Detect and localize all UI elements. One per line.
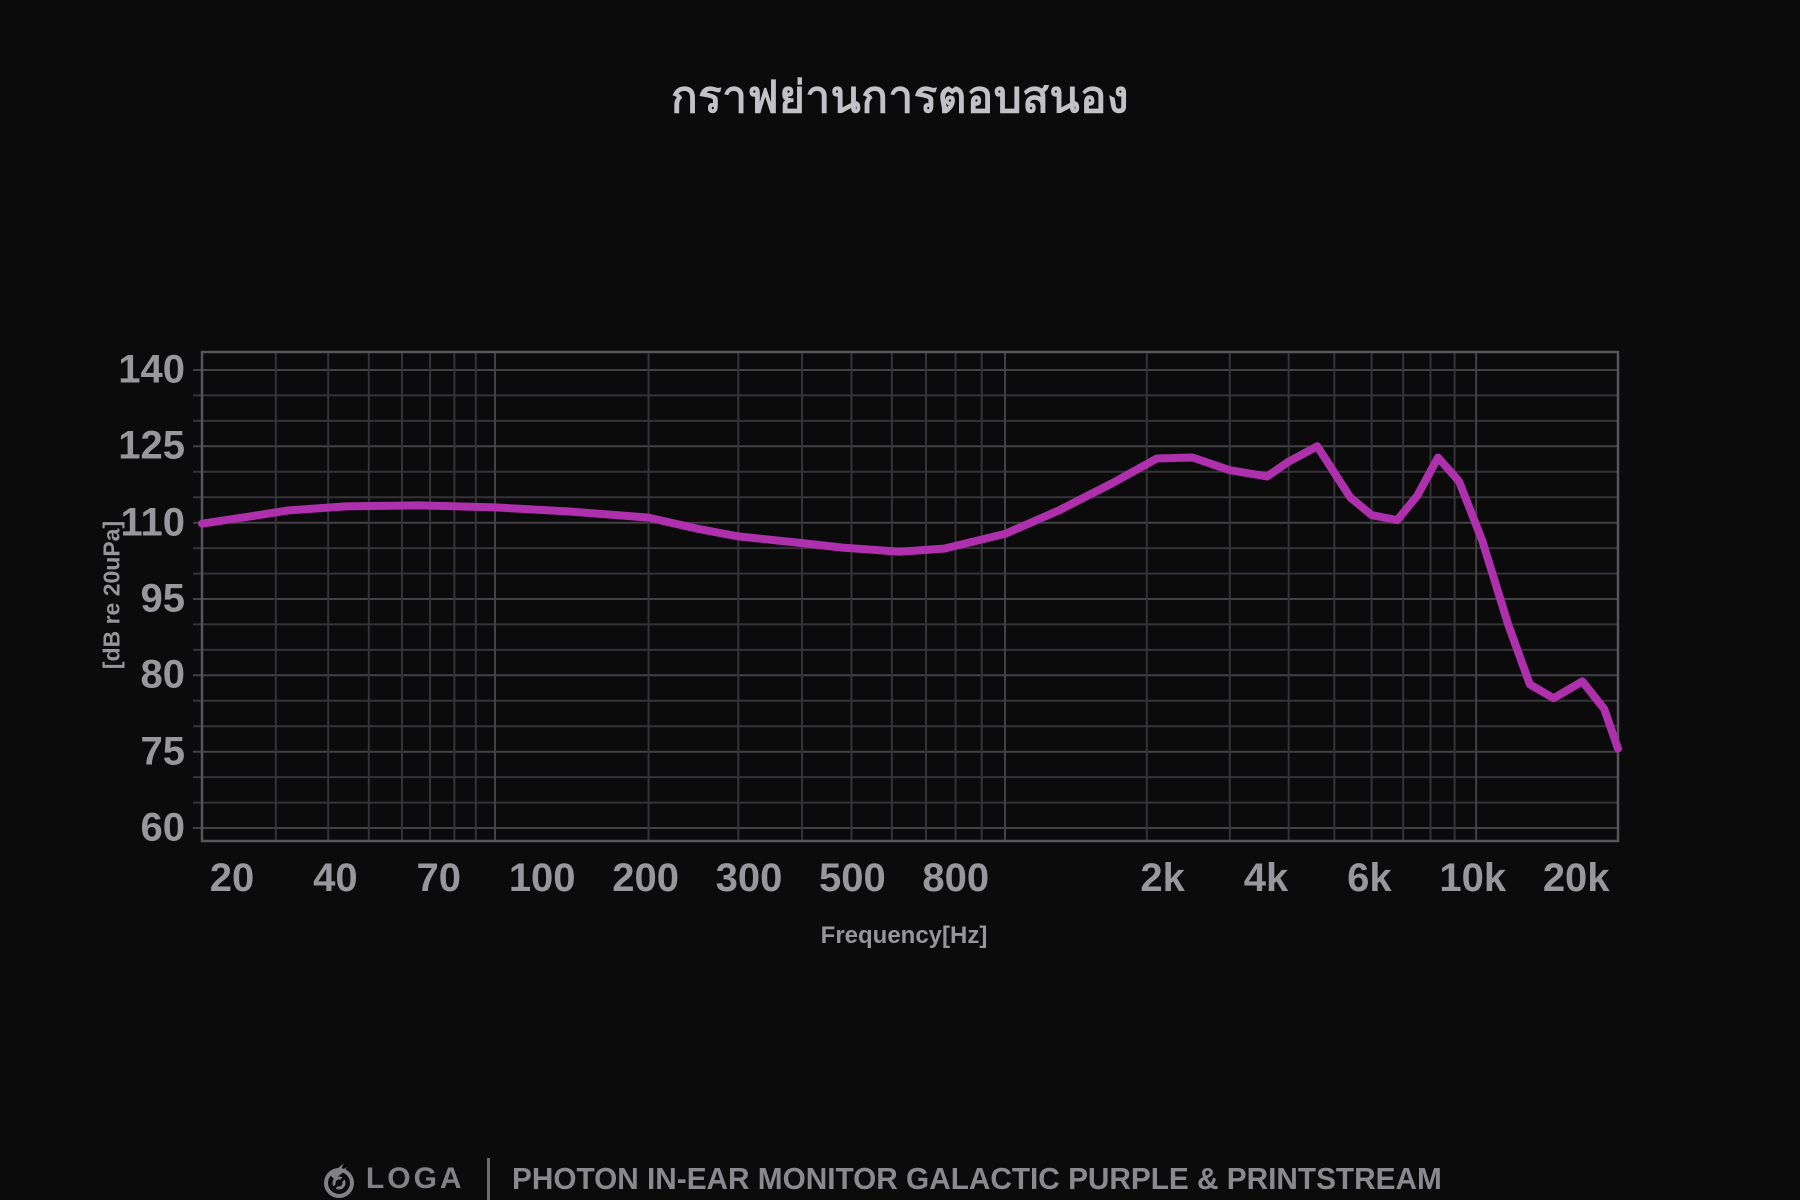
- y-tick-label-60: 60: [140, 805, 186, 850]
- x-tick-label-200: 200: [612, 856, 679, 900]
- y-tick-label-110: 110: [120, 500, 185, 545]
- x-tick-label-6k: 6k: [1347, 856, 1392, 900]
- footer: LOGA PHOTON IN-EAR MONITOR GALACTIC PURP…: [0, 1150, 1800, 1200]
- y-tick-label-140: 140: [118, 347, 185, 392]
- x-tick-label-70: 70: [416, 856, 462, 900]
- plot-border: [200, 350, 1620, 843]
- x-tick-label-500: 500: [819, 856, 886, 900]
- chart-title: กราฟย่านการตอบสนอง: [671, 73, 1129, 122]
- footer-brand: LOGA: [320, 1157, 465, 1200]
- footer-separator: [486, 1158, 490, 1200]
- x-axis-title: Frequency[Hz]: [820, 922, 988, 949]
- x-tick-label-40: 40: [313, 856, 358, 900]
- x-tick-label-20k: 20k: [1542, 856, 1610, 900]
- x-tick-label-100: 100: [508, 856, 576, 900]
- y-tick-label-75: 75: [140, 729, 186, 774]
- y-tick-label-125: 125: [118, 423, 185, 468]
- frequency-response-curve: [198, 442, 1622, 753]
- x-tick-label-800: 800: [922, 856, 990, 900]
- x-tick-label-300: 300: [715, 856, 783, 900]
- x-tick-label-10k: 10k: [1439, 856, 1507, 900]
- x-tick-label-2k: 2k: [1140, 856, 1185, 900]
- footer-brand-label: LOGA: [365, 1162, 465, 1195]
- y-axis-unit-label: [dB re 20uPa]: [98, 520, 125, 670]
- x-tick-label-4k: 4k: [1243, 856, 1289, 900]
- loga-logo-icon: [323, 1163, 354, 1198]
- y-tick-label-80: 80: [140, 652, 186, 697]
- x-tick-label-20: 20: [209, 856, 255, 900]
- y-tick-label-95: 95: [140, 576, 186, 621]
- footer-product-label: PHOTON IN-EAR MONITOR GALACTIC PURPLE & …: [511, 1161, 1442, 1196]
